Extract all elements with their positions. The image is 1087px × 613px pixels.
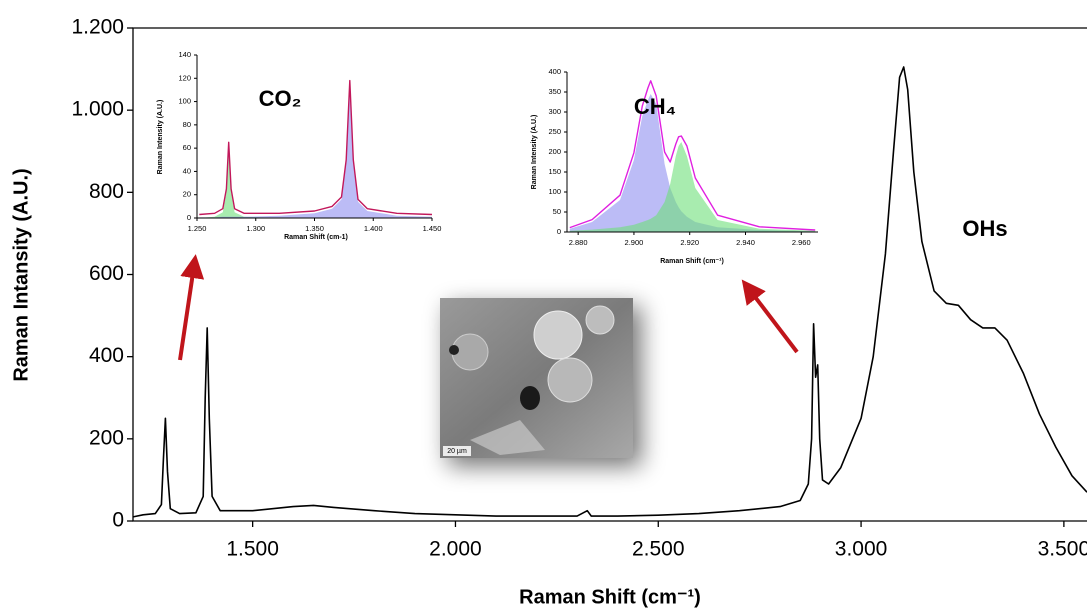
x-tick-label: 1.400 xyxy=(364,224,383,233)
x-tick-label: 1.450 xyxy=(423,224,442,233)
y-tick-label: 80 xyxy=(183,120,191,129)
y-tick-label: 40 xyxy=(183,166,191,175)
x-tick-label: 2.500 xyxy=(632,538,685,561)
x-tick-label: 2.900 xyxy=(625,238,644,247)
plot-background xyxy=(197,55,432,218)
x-tick-label: 2.880 xyxy=(569,238,588,247)
y-tick-label: 60 xyxy=(183,143,191,152)
y-tick-label: 20 xyxy=(183,190,191,199)
line xyxy=(133,66,1087,518)
y-tick-label: 400 xyxy=(89,344,124,367)
line xyxy=(569,80,816,231)
y-axis-label: Raman Intansity (A.U.) xyxy=(10,168,32,381)
plot: 0 20 40 60 80 100 120 140 1.250 1.300 1.350 1.400 1.… xyxy=(157,50,442,241)
arrow xyxy=(741,279,799,354)
axis xyxy=(132,27,1087,522)
y-tick-label: 1.200 xyxy=(71,16,124,39)
y-tick-label: 0 xyxy=(187,213,191,222)
annotation: OHs xyxy=(962,216,1007,241)
x-axis-label: Raman Shift (cm-1) xyxy=(284,234,348,241)
y-tick-label: 0 xyxy=(557,227,561,236)
x-tick-label: 1.300 xyxy=(246,224,265,233)
x-tick-label: 1.500 xyxy=(226,538,279,561)
arrow xyxy=(178,254,205,361)
area xyxy=(569,94,816,232)
x-tick-label: 3.500 xyxy=(1038,538,1087,561)
x-tick-label: 2.960 xyxy=(792,238,811,247)
axis xyxy=(566,72,818,233)
y-tick-label: 400 xyxy=(548,67,561,76)
y-tick-label: 1.000 xyxy=(71,98,124,121)
inset-title: CO₂ xyxy=(259,86,302,111)
y-axis-label: Raman Intensity (A.U.) xyxy=(531,115,538,190)
y-tick-label: 0 xyxy=(112,509,124,532)
line xyxy=(199,79,432,216)
x-axis-label: Raman Shift (cm⁻¹) xyxy=(660,258,724,265)
y-tick-label: 250 xyxy=(548,127,561,136)
x-tick-label: 2.000 xyxy=(429,538,482,561)
y-tick-label: 600 xyxy=(89,262,124,285)
inset-title: CH₄ xyxy=(634,94,676,119)
x-tick-label: 3.000 xyxy=(835,538,888,561)
y-tick-label: 150 xyxy=(548,167,561,176)
y-tick-label: 140 xyxy=(178,50,191,59)
y-tick-label: 120 xyxy=(178,73,191,82)
x-tick-label: 2.920 xyxy=(680,238,699,247)
y-tick-label: 100 xyxy=(178,97,191,106)
x-tick-label: 1.350 xyxy=(305,224,324,233)
area xyxy=(569,142,816,232)
y-tick-label: 100 xyxy=(548,187,561,196)
x-tick-label: 1.250 xyxy=(188,224,207,233)
x-axis-label: Raman Shift (cm⁻¹) xyxy=(519,586,701,608)
scale-bar-label: 20 µm xyxy=(447,448,467,455)
y-tick-label: 800 xyxy=(89,180,124,203)
axis xyxy=(196,55,432,219)
y-tick-label: 50 xyxy=(553,207,561,216)
y-tick-label: 350 xyxy=(548,87,561,96)
y-tick-label: 300 xyxy=(548,107,561,116)
y-axis-label: Raman Intensity (A.U.) xyxy=(157,100,164,175)
y-tick-label: 200 xyxy=(548,147,561,156)
x-tick-label: 2.940 xyxy=(736,238,755,247)
plot: 0 50 100 150 200 250 300 350 400 2.880 2.900 2.920 2… xyxy=(531,67,818,265)
sem-image: 20 µm xyxy=(440,298,641,466)
y-tick-label: 200 xyxy=(89,426,124,449)
